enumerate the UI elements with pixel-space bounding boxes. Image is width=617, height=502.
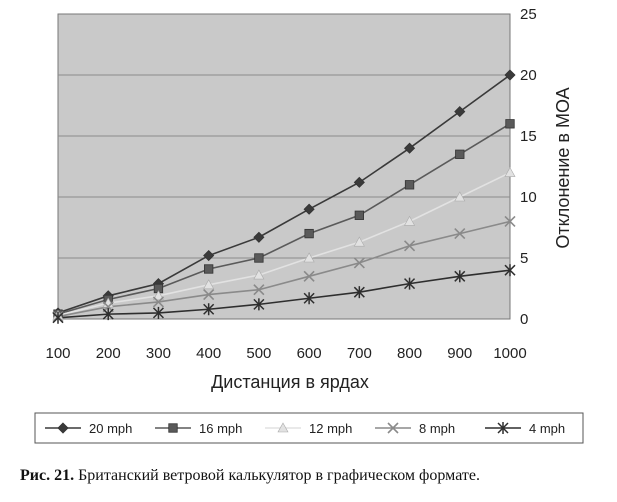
figure-caption: Рис. 21. Британский ветровой калькулятор… bbox=[20, 467, 610, 485]
x-tick-label: 900 bbox=[447, 345, 472, 362]
legend-marker bbox=[277, 422, 289, 433]
gridlines bbox=[58, 74, 510, 259]
series-line-4-mph bbox=[57, 269, 511, 319]
data-point bbox=[504, 166, 516, 177]
legend-label: 16 mph bbox=[199, 421, 242, 436]
data-point bbox=[353, 176, 365, 188]
data-point bbox=[303, 292, 315, 305]
x-tick-label: 300 bbox=[146, 345, 171, 362]
data-point bbox=[504, 69, 516, 81]
y-tick-label: 0 bbox=[520, 311, 528, 328]
data-point bbox=[455, 149, 465, 159]
data-point bbox=[203, 249, 215, 262]
data-point bbox=[505, 119, 515, 129]
data-point bbox=[253, 298, 265, 311]
series-line-8-mph bbox=[57, 220, 511, 318]
x-tick-label: 700 bbox=[347, 345, 372, 362]
y-axis-title: Отклонение в МОА bbox=[553, 87, 573, 248]
legend-item: 4 mph bbox=[485, 421, 565, 436]
data-point bbox=[303, 203, 315, 215]
x-tick-label: 400 bbox=[196, 345, 221, 362]
data-point bbox=[253, 284, 265, 296]
legend-marker bbox=[168, 423, 178, 433]
data-point bbox=[454, 270, 466, 283]
x-tick-label: 600 bbox=[297, 345, 322, 362]
data-point bbox=[152, 296, 165, 308]
data-point bbox=[203, 303, 215, 316]
legend-marker bbox=[387, 422, 399, 434]
legend-label: 20 mph bbox=[89, 421, 132, 436]
data-point bbox=[354, 210, 364, 220]
data-point bbox=[303, 270, 315, 282]
data-point bbox=[253, 231, 265, 243]
data-point bbox=[204, 264, 214, 274]
y-tick-label: 15 bbox=[520, 128, 537, 145]
data-point bbox=[454, 228, 466, 240]
data-point bbox=[254, 253, 264, 263]
data-point bbox=[504, 215, 516, 227]
data-point bbox=[404, 277, 416, 290]
data-point bbox=[253, 269, 265, 280]
data-point bbox=[52, 311, 64, 324]
legend-item: 8 mph bbox=[375, 421, 455, 436]
x-tick-label: 200 bbox=[96, 345, 121, 362]
x-tick-labels: 100 200 300 400 500 600 700 800 900 1000 bbox=[45, 345, 526, 362]
legend: 20 mph 16 mph 12 mph 8 mph 4 mph bbox=[45, 421, 565, 436]
x-axis-title: Дистанция в ярдах bbox=[211, 372, 369, 392]
data-point bbox=[102, 308, 114, 321]
data-point bbox=[152, 290, 164, 301]
series-line-12-mph bbox=[57, 171, 511, 317]
data-point bbox=[454, 106, 466, 118]
y-tick-labels: 0 5 10 15 20 25 bbox=[520, 6, 537, 328]
series-lines bbox=[57, 74, 511, 319]
plot-area bbox=[57, 13, 511, 320]
y-tick-label: 5 bbox=[520, 250, 528, 267]
x-tick-label: 800 bbox=[397, 345, 422, 362]
data-point bbox=[404, 180, 415, 190]
data-point bbox=[304, 228, 314, 239]
data-point bbox=[504, 264, 516, 277]
x-tick-label: 100 bbox=[45, 345, 70, 362]
data-point bbox=[203, 289, 215, 301]
data-point bbox=[353, 257, 365, 269]
data-point bbox=[353, 286, 365, 299]
series-markers bbox=[52, 69, 516, 324]
legend-label: 8 mph bbox=[419, 421, 455, 436]
legend-item: 12 mph bbox=[265, 421, 352, 436]
y-tick-label: 10 bbox=[520, 189, 537, 206]
legend-marker bbox=[57, 422, 69, 434]
series-line-16-mph bbox=[57, 123, 511, 315]
x-tick-label: 500 bbox=[246, 345, 271, 362]
y-tick-label: 25 bbox=[520, 6, 537, 23]
data-point bbox=[404, 215, 416, 226]
data-point bbox=[303, 252, 315, 263]
legend-marker bbox=[497, 422, 509, 434]
y-tick-label: 20 bbox=[520, 67, 537, 84]
data-point bbox=[454, 191, 466, 202]
data-point bbox=[353, 236, 365, 247]
x-tick-label: 1000 bbox=[493, 345, 526, 362]
legend-label: 12 mph bbox=[309, 421, 352, 436]
data-point bbox=[403, 142, 416, 154]
legend-label: 4 mph bbox=[529, 421, 565, 436]
legend-item: 16 mph bbox=[155, 421, 242, 436]
data-point bbox=[152, 306, 164, 319]
caption-text: Британский ветровой калькулятор в графич… bbox=[74, 467, 480, 484]
data-point bbox=[403, 240, 416, 252]
legend-item: 20 mph bbox=[45, 421, 132, 436]
series-line-20-mph bbox=[57, 74, 511, 314]
data-point bbox=[203, 279, 215, 290]
caption-label: Рис. 21. bbox=[20, 467, 75, 484]
